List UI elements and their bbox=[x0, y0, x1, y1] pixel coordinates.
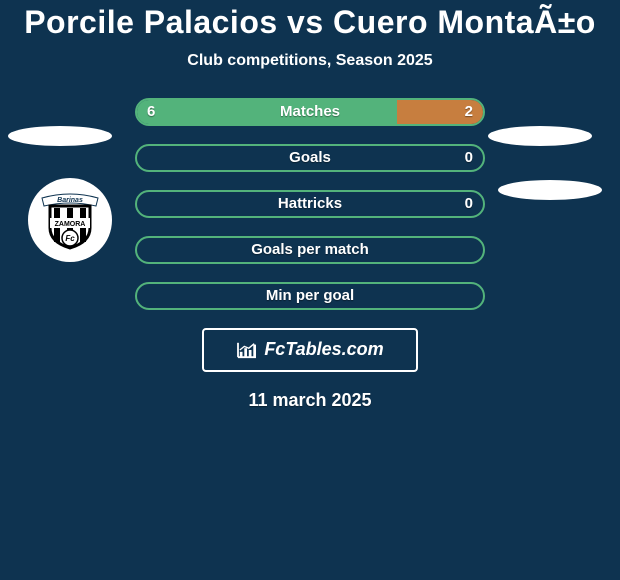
stat-label: Hattricks bbox=[137, 192, 483, 216]
watermark-box: FcTables.com bbox=[202, 328, 418, 372]
shield-icon: Barinas ZAMORA Fc bbox=[38, 188, 102, 252]
stat-row: Min per goal bbox=[135, 282, 485, 310]
stat-value-right: 2 bbox=[465, 100, 473, 124]
right-team-ellipse bbox=[498, 180, 602, 200]
watermark-text: FcTables.com bbox=[264, 339, 383, 360]
stat-value-right: 0 bbox=[465, 146, 473, 170]
stat-row: Goals per match bbox=[135, 236, 485, 264]
stat-label: Min per goal bbox=[137, 284, 483, 308]
stat-value-right: 0 bbox=[465, 192, 473, 216]
page-subtitle: Club competitions, Season 2025 bbox=[0, 52, 620, 70]
stat-row: Hattricks0 bbox=[135, 190, 485, 218]
stats-container: Matches62Goals0Hattricks0Goals per match… bbox=[135, 98, 485, 310]
stat-label: Goals per match bbox=[137, 238, 483, 262]
left-player-ellipse bbox=[8, 126, 112, 146]
right-player-ellipse bbox=[488, 126, 592, 146]
badge-top-text: Barinas bbox=[57, 197, 83, 204]
page-title: Porcile Palacios vs Cuero MontaÃ±o bbox=[0, 0, 620, 40]
left-team-badge: Barinas ZAMORA Fc bbox=[28, 178, 112, 262]
stat-label: Matches bbox=[137, 100, 483, 124]
date-text: 11 march 2025 bbox=[0, 390, 620, 411]
badge-fc-text: Fc bbox=[65, 234, 75, 243]
stat-row: Matches6 2 bbox=[135, 98, 485, 126]
stat-label: Goals bbox=[137, 146, 483, 170]
stat-value-left: 6 bbox=[147, 100, 155, 124]
bar-chart-icon bbox=[236, 341, 258, 359]
badge-mid-text: ZAMORA bbox=[55, 221, 86, 228]
stat-row: Goals0 bbox=[135, 144, 485, 172]
